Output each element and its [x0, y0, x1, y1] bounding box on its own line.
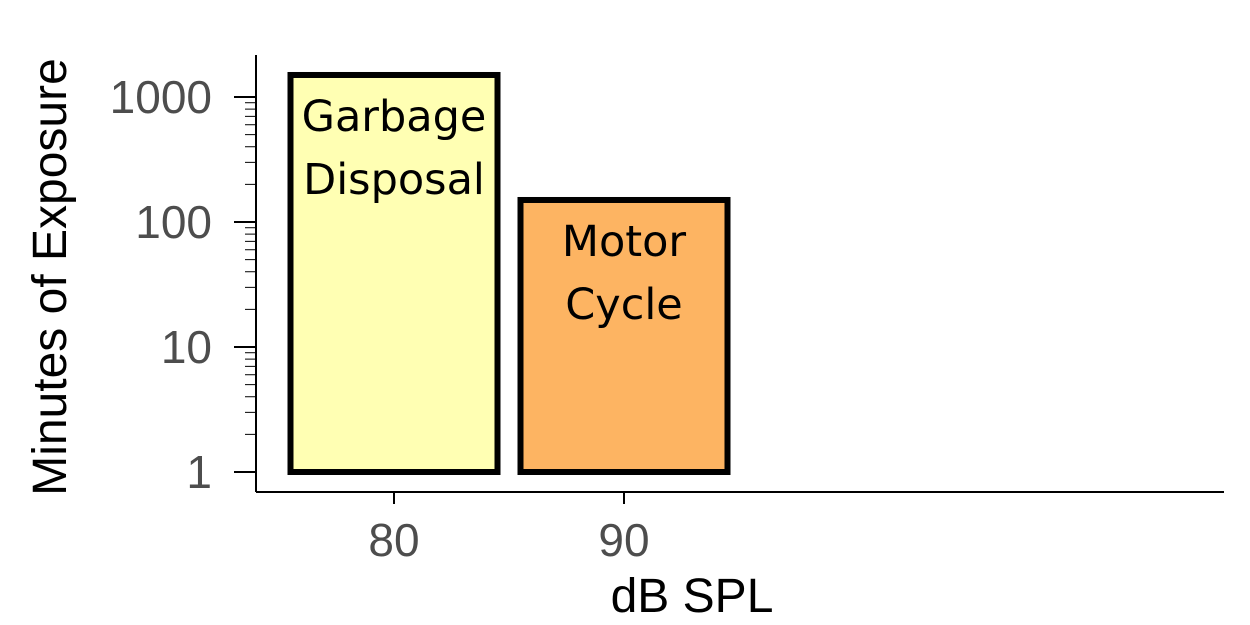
y-axis-title: Minutes of Exposure [24, 58, 77, 496]
y-tick-label: 100 [135, 196, 212, 248]
bar-label: Cycle [565, 280, 683, 330]
bar-1 [517, 196, 731, 475]
bar-label: Motor [562, 217, 687, 267]
x-tick-label: 90 [598, 514, 649, 566]
y-tick-label: 10 [161, 321, 212, 373]
x-tick-label: 80 [368, 514, 419, 566]
y-tick-label: 1 [186, 446, 212, 498]
x-axis-title: dB SPL [611, 570, 774, 623]
bar-label: Disposal [303, 155, 485, 205]
bar-label: Garbage [302, 92, 487, 142]
bar-0 [287, 71, 501, 476]
y-ticks: 1 10 100 1000 [110, 71, 256, 498]
y-tick-label: 1000 [110, 71, 212, 123]
axes-layer [255, 55, 1224, 493]
x-ticks: 80 90 [368, 492, 650, 566]
bars-layer: Garbage Disposal Motor Cycle [287, 71, 731, 476]
